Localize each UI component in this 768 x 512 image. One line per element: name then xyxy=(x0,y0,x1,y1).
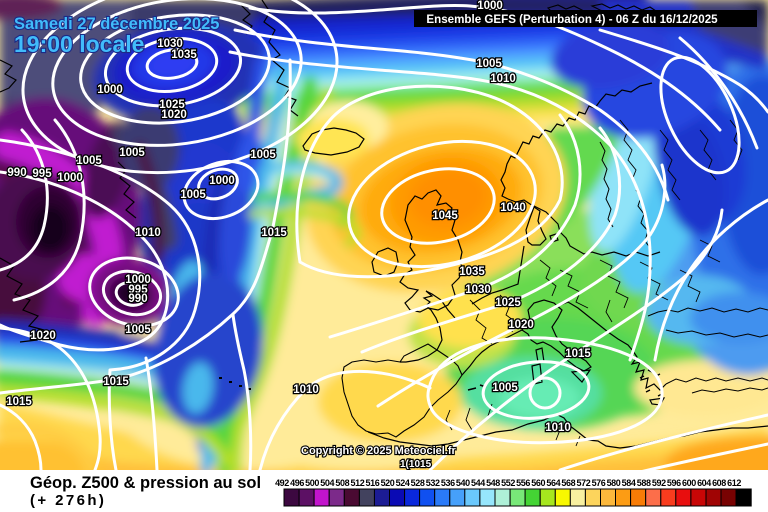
svg-text:Ensemble GEFS (Perturbation 4: Ensemble GEFS (Perturbation 4) - 06 Z du… xyxy=(426,13,718,26)
svg-text:1015: 1015 xyxy=(261,227,287,239)
svg-text:1030: 1030 xyxy=(465,284,491,296)
svg-text:1000: 1000 xyxy=(209,175,235,187)
svg-text:1005: 1005 xyxy=(76,155,102,167)
svg-text:1000: 1000 xyxy=(57,172,83,184)
svg-text:528: 528 xyxy=(411,478,425,488)
svg-text:564: 564 xyxy=(546,478,560,488)
svg-text:1005: 1005 xyxy=(476,58,502,70)
svg-text:604: 604 xyxy=(697,478,711,488)
svg-text:496: 496 xyxy=(290,478,304,488)
svg-text:1005: 1005 xyxy=(492,382,518,394)
svg-text:548: 548 xyxy=(486,478,500,488)
svg-text:516: 516 xyxy=(365,478,379,488)
svg-text:500: 500 xyxy=(305,478,319,488)
svg-text:508: 508 xyxy=(335,478,349,488)
svg-text:1030: 1030 xyxy=(157,38,183,50)
svg-text:568: 568 xyxy=(561,478,575,488)
svg-text:1010: 1010 xyxy=(545,422,571,434)
svg-text:552: 552 xyxy=(501,478,515,488)
svg-text:19:00 locale: 19:00 locale xyxy=(14,31,144,57)
svg-text:540: 540 xyxy=(456,478,470,488)
svg-text:1015: 1015 xyxy=(103,376,129,388)
svg-text:524: 524 xyxy=(396,478,410,488)
svg-text:492: 492 xyxy=(275,478,289,488)
svg-text:1005: 1005 xyxy=(250,149,276,161)
svg-text:1000: 1000 xyxy=(97,84,123,96)
svg-text:576: 576 xyxy=(592,478,606,488)
svg-text:588: 588 xyxy=(637,478,651,488)
svg-text:Géop. Z500 & pression au sol: Géop. Z500 & pression au sol xyxy=(30,474,261,492)
svg-text:1010: 1010 xyxy=(135,227,161,239)
svg-text:544: 544 xyxy=(471,478,485,488)
svg-text:572: 572 xyxy=(576,478,590,488)
svg-text:560: 560 xyxy=(531,478,545,488)
svg-text:1020: 1020 xyxy=(508,319,534,331)
svg-text:1000: 1000 xyxy=(125,274,151,286)
svg-text:1020: 1020 xyxy=(161,109,187,121)
svg-text:584: 584 xyxy=(622,478,636,488)
svg-text:1025: 1025 xyxy=(159,99,185,111)
svg-text:1035: 1035 xyxy=(459,266,485,278)
svg-text:504: 504 xyxy=(320,478,334,488)
svg-text:Copyright © 2025 Meteociel.fr: Copyright © 2025 Meteociel.fr xyxy=(301,445,457,457)
svg-text:592: 592 xyxy=(652,478,666,488)
svg-text:1015: 1015 xyxy=(565,348,591,360)
svg-text:1005: 1005 xyxy=(180,189,206,201)
svg-text:532: 532 xyxy=(426,478,440,488)
svg-text:Samedi 27 décembre 2025: Samedi 27 décembre 2025 xyxy=(14,15,219,33)
svg-text:596: 596 xyxy=(667,478,681,488)
svg-text:990: 990 xyxy=(128,293,147,305)
svg-text:600: 600 xyxy=(682,478,696,488)
svg-text:520: 520 xyxy=(381,478,395,488)
svg-text:1005: 1005 xyxy=(119,147,145,159)
svg-text:995: 995 xyxy=(128,284,148,296)
svg-text:536: 536 xyxy=(441,478,455,488)
svg-text:995: 995 xyxy=(32,168,52,180)
svg-text:512: 512 xyxy=(350,478,364,488)
svg-text:612: 612 xyxy=(727,478,741,488)
svg-text:556: 556 xyxy=(516,478,530,488)
svg-text:1045: 1045 xyxy=(432,210,458,222)
svg-text:1010: 1010 xyxy=(293,384,319,396)
svg-text:1040: 1040 xyxy=(500,202,526,214)
svg-text:608: 608 xyxy=(712,478,726,488)
svg-text:1(1015: 1(1015 xyxy=(400,459,432,470)
svg-text:1015: 1015 xyxy=(6,396,32,408)
svg-text:1005: 1005 xyxy=(125,324,151,336)
svg-text:1035: 1035 xyxy=(171,49,197,61)
svg-text:580: 580 xyxy=(607,478,621,488)
svg-text:1025: 1025 xyxy=(495,297,521,309)
svg-text:(+ 276h): (+ 276h) xyxy=(30,492,106,509)
svg-text:990: 990 xyxy=(7,167,26,179)
svg-text:1000: 1000 xyxy=(477,0,503,12)
svg-text:1020: 1020 xyxy=(30,330,56,342)
svg-text:1010: 1010 xyxy=(490,73,516,85)
